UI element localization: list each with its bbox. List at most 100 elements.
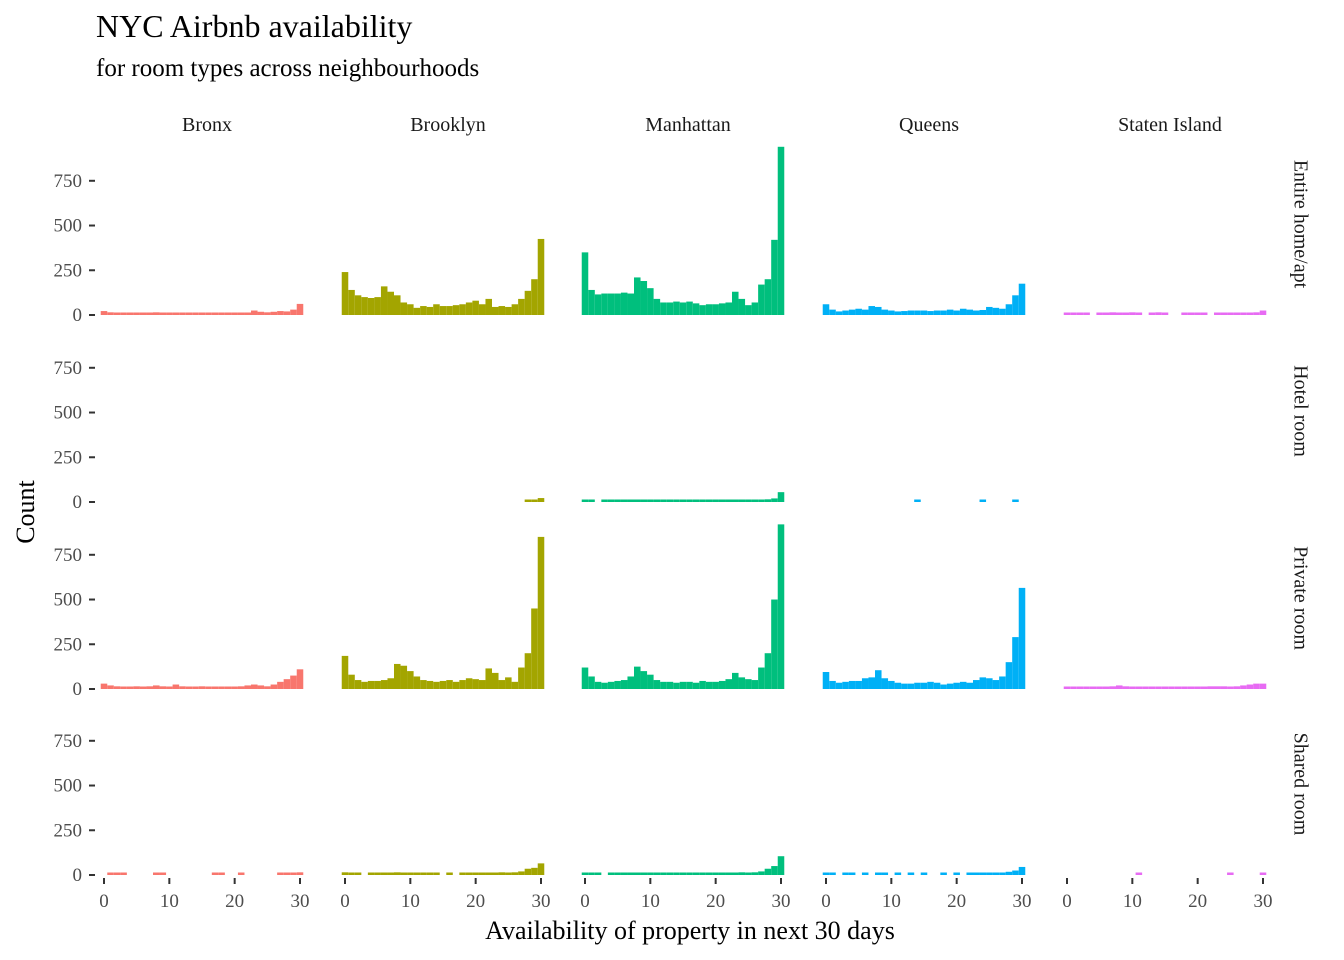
histogram-bar [231,312,238,315]
histogram-bar [1012,499,1019,502]
histogram-bar [400,302,408,315]
histogram-bar [973,680,980,689]
histogram-bar [498,306,506,315]
histogram-bar [1227,872,1234,875]
histogram-bar [492,672,499,689]
histogram-bar [640,872,648,875]
histogram-bar [653,298,661,315]
histogram-bar [1122,312,1130,315]
histogram-bar [647,499,654,502]
histogram-bar [426,306,434,315]
histogram-bar [1063,312,1071,315]
histogram-bar [634,872,641,875]
histogram-bar [588,676,595,689]
histogram-bar [387,678,394,689]
histogram-bar [1259,872,1267,875]
histogram-bar [660,872,667,875]
histogram-bar [745,679,752,689]
histogram-bar [692,682,700,689]
histogram-bar [868,677,875,689]
histogram-bar [986,872,993,875]
histogram-bar [492,306,499,315]
histogram-bar [842,310,849,315]
histogram-bar [738,872,746,875]
x-tick-label: 0 [1062,891,1072,912]
histogram-bar [940,872,947,875]
x-tick-label: 0 [99,891,109,912]
histogram-bar [251,684,258,689]
histogram-bar [581,499,589,502]
histogram-bar [673,872,680,875]
panel-3-4 [1135,872,1267,875]
histogram-bar [673,301,680,315]
histogram-bar [374,872,381,875]
histogram-bar [413,872,421,875]
histogram-bar [126,686,134,689]
y-tick-label: 250 [54,447,83,468]
histogram-bar [881,678,889,689]
histogram-bar [1233,312,1241,315]
histogram-bar [848,872,856,875]
histogram-bar [620,680,628,689]
histogram-bar [1240,685,1247,689]
histogram-bar [751,499,759,502]
histogram-bar [927,311,934,315]
y-tick-label: 750 [54,545,83,566]
histogram-bar [394,295,401,315]
histogram-bar [607,872,615,875]
histogram-bar [277,681,284,689]
column-strip-label: Brooklyn [410,114,486,136]
histogram-bar [894,311,902,315]
histogram-bar [341,872,349,875]
histogram-bar [283,311,291,315]
histogram-bar [452,305,460,315]
histogram-bar [1161,686,1169,689]
histogram-bar [888,680,895,689]
histogram-bar [465,302,473,315]
histogram-bar [231,686,238,689]
histogram-bar [588,872,595,875]
histogram-bar [861,872,869,875]
histogram-bar [394,872,401,875]
y-tick-label: 250 [54,260,83,281]
histogram-bar [341,272,349,315]
x-tick-label: 0 [340,891,350,912]
histogram-bar [361,297,368,315]
histogram-bar [505,306,512,315]
histogram-bar [973,310,980,315]
histogram-bar [751,680,759,689]
histogram-bar [452,681,460,689]
histogram-bar [614,293,621,315]
x-axis-title: Availability of property in next 30 days [485,916,895,945]
row-strip-label: Shared room [1289,733,1311,836]
histogram-bar [607,293,615,315]
histogram-bar [640,499,648,502]
histogram-bar [758,667,765,689]
histogram-bar [777,856,785,875]
x-tick-label: 30 [1013,891,1032,912]
histogram-bar [732,672,739,689]
panel-3-3 [822,866,1026,875]
histogram-bar [855,680,862,689]
histogram-bar [868,306,875,315]
histogram-bar [387,872,394,875]
histogram-bar [133,686,140,689]
panel-0-0 [100,303,304,315]
histogram-bar [705,499,713,502]
histogram-bar [290,872,297,875]
y-tick-label: 0 [73,865,83,886]
histogram-bar [712,499,719,502]
histogram-bar [725,302,732,315]
histogram-bar [758,284,765,315]
histogram-bar [1214,312,1221,315]
histogram-bar [237,686,245,689]
histogram-bar [367,872,375,875]
histogram-bar [594,294,602,315]
x-tick-label: 30 [291,891,310,912]
histogram-bar [361,681,368,689]
histogram-bar [914,310,921,315]
panel-1-3 [914,499,1019,502]
histogram-bar [627,872,634,875]
histogram-bar [979,872,987,875]
row-strip-label: Entire home/apt [1289,160,1311,289]
